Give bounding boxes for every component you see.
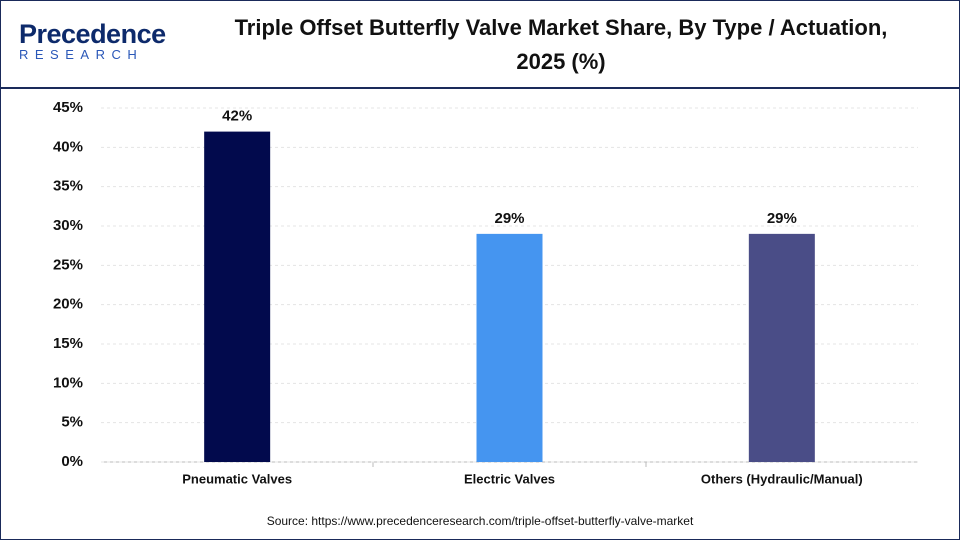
logo-name: Precedence xyxy=(19,19,166,49)
y-tick-label: 15% xyxy=(53,335,83,352)
source: Source: https://www.precedenceresearch.c… xyxy=(267,514,694,528)
y-tick-label: 40% xyxy=(53,138,83,155)
data-label: 29% xyxy=(767,210,797,227)
x-tick-label: Pneumatic Valves xyxy=(182,471,292,486)
y-tick-label: 5% xyxy=(61,414,83,431)
bar xyxy=(204,131,271,462)
data-label: 29% xyxy=(494,210,524,227)
logo-tagline: RESEARCH xyxy=(19,47,144,62)
header-rule xyxy=(1,87,959,89)
y-tick-label: 10% xyxy=(53,374,83,391)
logo: Precedence RESEARCH xyxy=(19,19,166,62)
y-tick-label: 20% xyxy=(53,296,83,313)
y-tick-label: 45% xyxy=(53,99,83,116)
x-tick-label: Electric Valves xyxy=(464,471,555,486)
y-tick-label: 30% xyxy=(53,217,83,234)
x-tick-label: Others (Hydraulic/Manual) xyxy=(701,471,863,486)
data-label: 42% xyxy=(222,108,252,125)
y-tick-label: 0% xyxy=(61,453,83,470)
bar xyxy=(476,233,543,462)
y-tick-label: 25% xyxy=(53,256,83,273)
y-tick-label: 35% xyxy=(53,178,83,195)
chart-title: Triple Offset Butterfly Valve Market Sha… xyxy=(234,15,888,74)
bar xyxy=(748,233,815,462)
